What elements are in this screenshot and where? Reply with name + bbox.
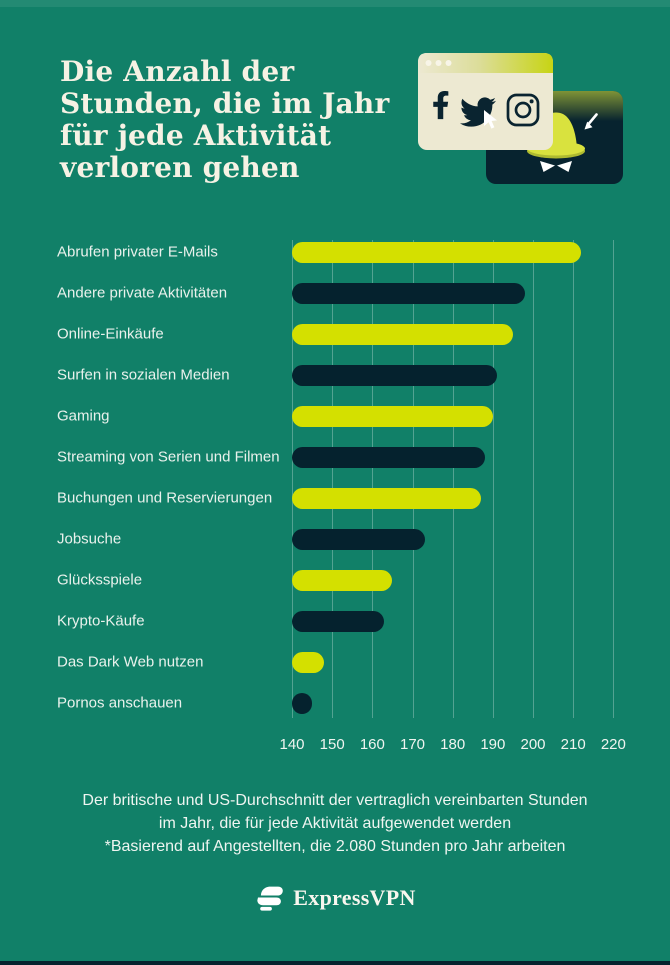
title-line-4: verloren gehen bbox=[60, 151, 300, 184]
caption-line-1: Der britische und US-Durchschnitt der ve… bbox=[82, 792, 588, 809]
gridline-210 bbox=[573, 240, 575, 718]
bar bbox=[292, 692, 313, 714]
bottom-strip bbox=[0, 961, 670, 965]
category-label: Buchungen und Reservierungen bbox=[57, 489, 273, 507]
bar bbox=[292, 487, 481, 509]
category-label: Glücksspiele bbox=[57, 571, 143, 589]
bar bbox=[292, 569, 393, 591]
x-tick-label-150: 150 bbox=[319, 736, 345, 753]
x-tick-label-160: 160 bbox=[359, 736, 385, 753]
title-line-1: Die Anzahl der bbox=[60, 55, 295, 88]
bar bbox=[292, 528, 425, 550]
x-tick-label-210: 210 bbox=[560, 736, 586, 753]
x-tick-label-200: 200 bbox=[520, 736, 546, 753]
title-line-2: Stunden, die im Jahr bbox=[60, 87, 390, 120]
x-tick-label-140: 140 bbox=[279, 736, 305, 753]
expressvpn-logo-icon bbox=[257, 886, 284, 911]
chart-caption: Der britische und US-Durchschnitt der ve… bbox=[0, 789, 670, 858]
brand-wordmark: ExpressVPN bbox=[293, 884, 416, 910]
x-tick-label-180: 180 bbox=[440, 736, 466, 753]
bar bbox=[292, 323, 513, 345]
caption-line-2: im Jahr, die für jede Aktivität aufgewen… bbox=[158, 815, 512, 832]
bar bbox=[292, 446, 485, 468]
header-illustration bbox=[418, 53, 623, 184]
category-label: Abrufen privater E-Mails bbox=[57, 243, 218, 261]
x-tick-label-190: 190 bbox=[480, 736, 506, 753]
category-label: Andere private Aktivitäten bbox=[57, 284, 228, 302]
x-tick-label-220: 220 bbox=[600, 736, 626, 753]
page-title: Die Anzahl der Stunden, die im Jahr für … bbox=[60, 56, 400, 184]
window-dots-icon bbox=[425, 60, 452, 66]
category-label: Surfen in sozialen Medien bbox=[57, 366, 230, 384]
bar bbox=[292, 282, 525, 304]
bar bbox=[292, 364, 497, 386]
spy-eyes-icon bbox=[540, 161, 572, 172]
title-line-3: für jede Aktivität bbox=[60, 119, 332, 152]
top-strip bbox=[0, 0, 670, 7]
bar bbox=[292, 610, 385, 632]
category-label: Gaming bbox=[57, 407, 110, 425]
bar bbox=[292, 405, 493, 427]
browser-window bbox=[418, 53, 553, 150]
gridline-180 bbox=[452, 240, 454, 718]
x-tick-label-170: 170 bbox=[399, 736, 426, 753]
caption-line-3: *Basierend auf Angestellten, die 2.080 S… bbox=[104, 838, 566, 855]
gridline-200 bbox=[533, 240, 535, 718]
brand-logo: ExpressVPN bbox=[0, 884, 670, 911]
category-label: Online-Einkäufe bbox=[57, 325, 164, 343]
category-label: Das Dark Web nutzen bbox=[57, 653, 204, 671]
cursor-arrow-icon bbox=[584, 113, 598, 130]
gridline-220 bbox=[613, 240, 615, 718]
category-label: Krypto-Käufe bbox=[57, 612, 145, 630]
category-label: Jobsuche bbox=[57, 530, 122, 548]
bar bbox=[292, 651, 325, 673]
gridline-190 bbox=[492, 240, 494, 718]
category-label: Streaming von Serien und Filmen bbox=[57, 448, 280, 466]
gridline-170 bbox=[412, 240, 414, 718]
instagram-icon bbox=[506, 93, 540, 127]
gridline-160 bbox=[372, 240, 374, 718]
gridline-140 bbox=[292, 240, 293, 718]
bar bbox=[292, 241, 582, 263]
gridline-150 bbox=[332, 240, 334, 718]
pointer-cursor-icon bbox=[484, 110, 497, 129]
category-label: Pornos anschauen bbox=[57, 694, 183, 712]
facebook-icon bbox=[433, 91, 449, 120]
